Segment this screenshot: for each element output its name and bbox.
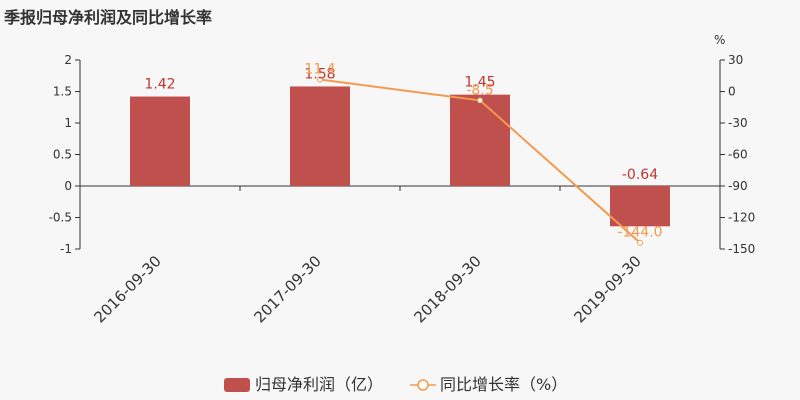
line-series bbox=[317, 76, 643, 246]
y-right-tick-label: 0 bbox=[728, 85, 736, 99]
bar bbox=[290, 86, 350, 186]
line-data-label: -144.0 bbox=[617, 225, 662, 241]
legend-line-marker bbox=[417, 379, 429, 391]
bar bbox=[610, 186, 670, 227]
y-left-tick-label: 2 bbox=[64, 53, 72, 67]
y-right-tick-label: -90 bbox=[728, 179, 748, 193]
legend[interactable]: 归母净利润（亿） 同比增长率（%） bbox=[224, 375, 567, 394]
y-right-tick-label: -120 bbox=[728, 211, 755, 225]
y-right-unit: % bbox=[714, 33, 725, 47]
line-point bbox=[477, 97, 483, 104]
x-tick-label: 2018-09-30 bbox=[410, 252, 484, 326]
bar-series bbox=[130, 86, 670, 227]
y-left-tick-label: 1.5 bbox=[53, 85, 72, 99]
y-right-tick-label: -30 bbox=[728, 116, 748, 130]
y-left-tick-label: 0.5 bbox=[53, 148, 72, 162]
bar-data-label: 1.42 bbox=[144, 77, 175, 93]
bar bbox=[130, 96, 190, 186]
y-right-tick-label: -60 bbox=[728, 148, 748, 162]
data-labels: 1.42 1.58 1.45 -0.64 11.4 -8.5 -144.0 bbox=[144, 62, 662, 241]
x-tick-label: 2019-09-30 bbox=[570, 252, 644, 326]
y-left-tick-label: -0.5 bbox=[49, 211, 72, 225]
chart-title: 季报归母净利润及同比增长率 bbox=[4, 8, 213, 27]
legend-bar-swatch bbox=[224, 378, 250, 392]
line-data-label: -8.5 bbox=[466, 82, 493, 98]
y-left-tick-label: 1 bbox=[64, 116, 72, 130]
line-data-label: 11.4 bbox=[304, 62, 335, 78]
legend-line-label: 同比增长率（%） bbox=[440, 375, 567, 394]
y-left-tick-label: -1 bbox=[60, 242, 72, 256]
y-right-tick-label: 30 bbox=[728, 53, 743, 67]
bar-data-label: 1.58 bbox=[304, 66, 335, 82]
x-tick-label: 2016-09-30 bbox=[90, 252, 164, 326]
line-point bbox=[317, 76, 323, 83]
x-tick-label: 2017-09-30 bbox=[250, 252, 324, 326]
bar-data-label: 1.45 bbox=[464, 75, 495, 91]
y-left-tick-label: 0 bbox=[64, 179, 72, 193]
legend-bar-label: 归母净利润（亿） bbox=[255, 375, 383, 394]
bar bbox=[450, 94, 510, 186]
line-point bbox=[637, 239, 643, 246]
y-right-tick-label: -150 bbox=[728, 242, 755, 256]
bar-data-label: -0.64 bbox=[622, 167, 658, 183]
